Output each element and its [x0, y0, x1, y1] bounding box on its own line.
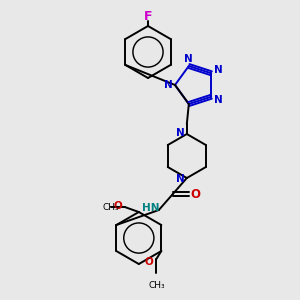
Text: F: F	[144, 11, 152, 23]
Text: CH₃: CH₃	[103, 202, 119, 211]
Text: O: O	[113, 201, 122, 211]
Text: N: N	[214, 65, 223, 75]
Text: N: N	[176, 174, 185, 184]
Text: N: N	[176, 128, 185, 138]
Text: N: N	[164, 80, 172, 90]
Text: N: N	[214, 95, 223, 105]
Text: O: O	[145, 257, 154, 267]
Text: N: N	[184, 54, 193, 64]
Text: CH₃: CH₃	[148, 281, 165, 290]
Text: O: O	[191, 188, 201, 200]
Text: HN: HN	[142, 203, 160, 213]
